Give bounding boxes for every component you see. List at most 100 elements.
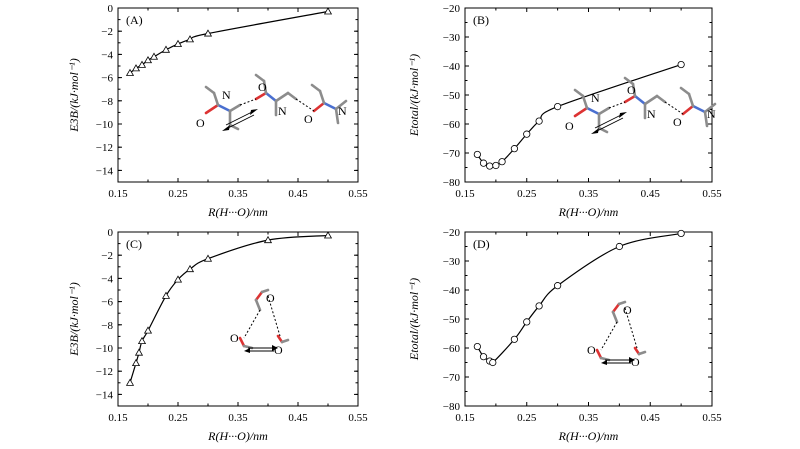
y-axis-title: Etotal/(kJ·mol⁻¹) — [407, 54, 421, 137]
bond-line — [334, 99, 348, 111]
arrow-line — [594, 117, 624, 133]
y-axis-title: Etotal/(kJ·mol⁻¹) — [407, 278, 421, 361]
panel-label: (C) — [126, 237, 142, 251]
bond-line — [318, 89, 326, 105]
panel-label: (B) — [473, 13, 489, 27]
arrow-line — [594, 113, 624, 129]
bond-line — [585, 106, 601, 116]
bond-line — [254, 298, 262, 312]
y-tick-label: −8 — [101, 96, 113, 108]
data-point — [479, 353, 488, 361]
hbond-line — [267, 295, 281, 337]
y-tick-label: −50 — [443, 314, 461, 326]
atom-label: O — [623, 303, 632, 317]
x-tick-label: 0.45 — [288, 412, 308, 424]
data-point — [523, 318, 531, 326]
data-point — [185, 35, 195, 43]
hbond-line — [600, 321, 618, 351]
y-tick-label: −50 — [443, 90, 461, 102]
atom-label: O — [274, 343, 283, 357]
bond-line — [322, 101, 338, 111]
chart-panel: 0.15 0.25 0.35 0.45 0.55 0 −2 −4 −6 −8 −10 −12 −14 (A… — [67, 3, 368, 219]
bond-line — [262, 79, 268, 95]
x-tick-label: 0.55 — [702, 412, 722, 424]
chart-panel: 0.15 0.25 0.35 0.45 0.55 0 −2 −4 −6 −8 −10 −12 −14 (C… — [67, 227, 368, 443]
y-tick-label: −4 — [101, 273, 113, 285]
data-point — [323, 231, 333, 239]
arrow-line — [225, 114, 255, 130]
atom-label: O — [230, 331, 239, 345]
y-tick-label: −80 — [443, 177, 461, 189]
bond-line — [631, 82, 637, 98]
atom-label: N — [278, 104, 287, 118]
y-tick-label: −14 — [96, 165, 114, 177]
bond-line — [623, 94, 637, 104]
atom-label: O — [627, 83, 636, 97]
data-point — [535, 302, 543, 310]
bond-line — [597, 106, 611, 116]
data-point — [677, 229, 685, 238]
arrow-line — [225, 110, 255, 126]
arrow-head — [244, 348, 250, 353]
y-tick-label: −6 — [101, 73, 113, 85]
x-tick-label: 0.15 — [455, 412, 475, 424]
bond-line — [611, 302, 621, 314]
bond-line — [595, 348, 603, 360]
x-tick-label: 0.55 — [702, 188, 722, 200]
data-point — [323, 7, 333, 15]
data-point — [137, 60, 147, 68]
y-tick-label: −30 — [443, 256, 461, 268]
panel-label: (D) — [473, 237, 490, 251]
y-tick-label: −70 — [443, 372, 461, 384]
arrow-head — [250, 109, 258, 115]
atom-label: N — [222, 88, 231, 102]
y-tick-label: −30 — [443, 32, 461, 44]
y-tick-label: −2 — [101, 26, 113, 38]
series-line — [476, 232, 682, 365]
bond-line — [691, 104, 707, 114]
bond-line — [703, 110, 709, 128]
data-point — [492, 161, 500, 170]
x-tick-label: 0.15 — [455, 188, 475, 200]
bond-line — [212, 91, 220, 107]
atom-label: O — [304, 112, 313, 126]
bond-line — [617, 300, 627, 306]
data-point — [161, 291, 171, 299]
data-point — [489, 358, 497, 367]
y-tick-label: 0 — [108, 3, 114, 15]
y-tick-label: −14 — [96, 389, 114, 401]
bond-line — [204, 85, 216, 95]
bond-line — [254, 73, 266, 83]
x-tick-label: 0.35 — [579, 412, 599, 424]
x-axis-title: R(H···O)/nm — [558, 429, 619, 443]
bond-line — [204, 103, 220, 115]
hbond-line — [624, 307, 638, 349]
bond-line — [310, 83, 322, 93]
arrow-head — [272, 345, 278, 351]
data-point — [498, 158, 506, 166]
bond-line — [573, 88, 585, 98]
data-point — [137, 336, 147, 344]
data-point — [125, 378, 135, 386]
bond-line — [681, 104, 695, 116]
data-point — [185, 264, 195, 273]
x-tick-label: 0.45 — [641, 412, 661, 424]
panel-label: (A) — [126, 13, 143, 27]
y-tick-label: −10 — [96, 343, 114, 355]
data-point — [134, 348, 144, 356]
hbond-line — [243, 309, 261, 339]
data-point — [161, 45, 171, 53]
arrow-head — [619, 112, 627, 118]
x-axis-title: R(H···O)/nm — [558, 205, 619, 219]
bond-line — [633, 94, 647, 106]
chart-panel: 0.15 0.25 0.35 0.45 0.55 −20 −30 −40 −50 −60 −70 −8… — [407, 227, 722, 443]
data-point — [554, 282, 562, 290]
bond-line — [280, 338, 290, 344]
bond-line — [264, 91, 278, 103]
data-point — [203, 254, 213, 262]
data-point — [125, 68, 135, 76]
atom-label: O — [587, 343, 596, 357]
x-tick-label: 0.25 — [168, 412, 188, 424]
bond-line — [679, 86, 691, 96]
